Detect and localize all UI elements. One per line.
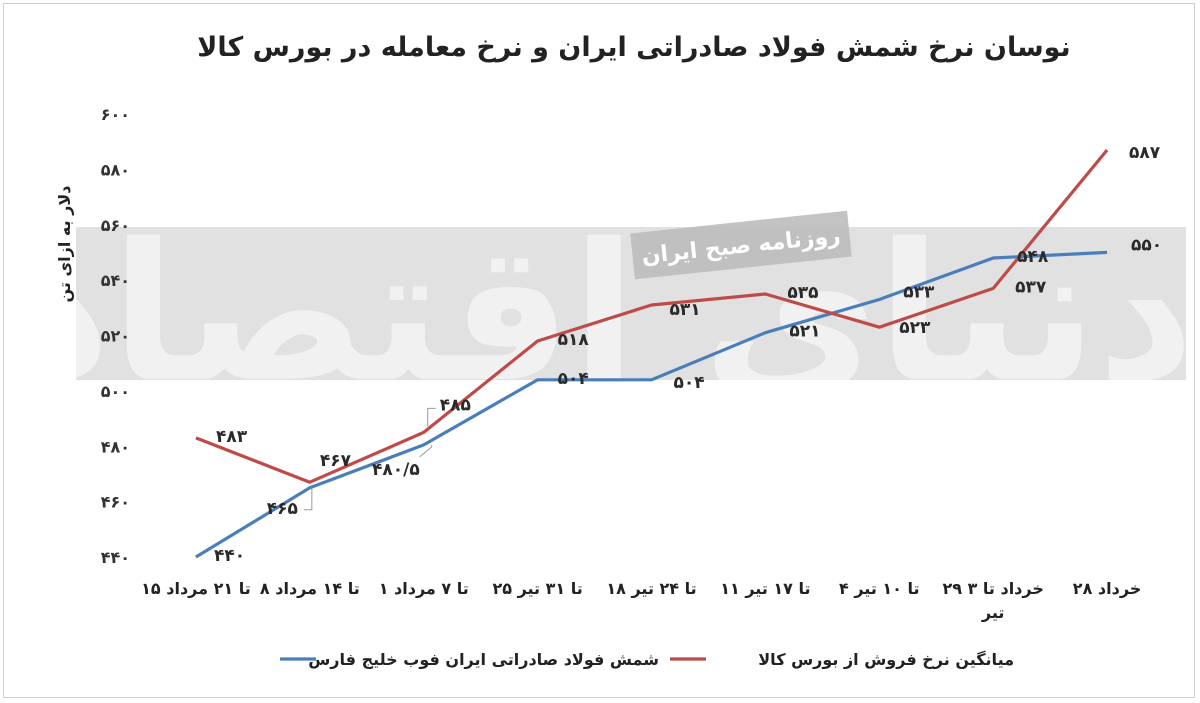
data-label: ۵۲۳ [899, 318, 931, 338]
y-axis-ticks: ۴۴۰ ۴۶۰ ۴۸۰ ۵۰۰ ۵۲۰ ۵۴۰ ۵۶۰ ۵۸۰ ۶۰۰ [101, 105, 130, 567]
data-label: ۵۸۷ [1129, 143, 1161, 163]
legend-entry: میانگین نرخ فروش از بورس کالا [758, 650, 1014, 669]
x-tick-label: ۲۸ خرداد [1073, 579, 1142, 598]
data-label: ۴۴۰ [214, 546, 245, 566]
y-tick-label: ۵۴۰ [101, 271, 130, 290]
data-label: ۴۸۵ [440, 395, 471, 415]
series-line-fob-export [195, 250, 1108, 559]
watermark-logo: دنیای اقتصاد [13, 203, 1194, 424]
data-label: ۵۰۴ [674, 373, 705, 393]
data-label: ۵۴۸ [1017, 247, 1049, 267]
chart-frame: دنیای اقتصاد روزنامه صبح ایران نوسان نرخ… [3, 3, 1195, 698]
y-tick-label: ۵۸۰ [101, 160, 130, 179]
y-tick-label: ۴۴۰ [101, 548, 130, 567]
x-tick-label: ۸ تا ۱۴ مرداد [260, 579, 360, 598]
y-tick-label: ۵۲۰ [101, 327, 130, 346]
label-leader-line [427, 407, 436, 427]
series-layer: ۵۵۰ ۵۴۸ ۵۳۳ ۵۲۱ ۵۰۴ ۵۰۴ ۴۸۰/۵ ۴۶۵ ۴۴۰ ۵۸۷ ۵۳۷ ۵۲۳ ۵۳… [195, 143, 1162, 566]
x-tick-label: ۴ تا ۱۰ تیر [839, 579, 920, 598]
data-label: ۵۱۸ [558, 330, 590, 350]
label-leader-line [303, 487, 313, 511]
watermark-badge-box [630, 210, 852, 280]
data-label: ۴۸۳ [216, 427, 248, 447]
legend: شمش فولاد صادراتی ایران فوب خلیج فارس میا… [280, 650, 1014, 669]
data-label: ۵۰۴ [558, 369, 589, 389]
watermark-band [76, 227, 1186, 380]
y-axis-label: دلار به ازای تن [55, 185, 74, 302]
legend-entry: شمش فولاد صادراتی ایران فوب خلیج فارس [308, 650, 659, 669]
x-tick-label: ۱۱ تا ۱۷ تیر [720, 579, 810, 598]
data-label: ۴۶۷ [320, 451, 352, 471]
x-tick-label: تیر [981, 603, 1005, 622]
y-tick-label: ۵۰۰ [101, 382, 130, 401]
data-label: ۴۸۰/۵ [372, 460, 420, 480]
x-tick-label: ۲۹ خرداد تا ۳ [942, 579, 1043, 598]
data-label: ۴۶۵ [267, 499, 298, 519]
chart-title: نوسان نرخ شمش فولاد صادراتی ایران و نرخ … [197, 32, 1070, 63]
label-leader-line [419, 444, 433, 458]
x-tick-label: ۲۵ تا ۳۱ تیر [492, 579, 582, 598]
y-tick-label: ۵۶۰ [101, 216, 130, 235]
data-label: ۵۳۳ [903, 283, 935, 303]
data-label: ۵۲۱ [789, 322, 820, 342]
x-tick-label: ۱۸ تا ۲۴ تیر [606, 579, 696, 598]
y-tick-label: ۴۶۰ [101, 493, 130, 512]
x-tick-label: ۱ تا ۷ مرداد [379, 579, 469, 598]
y-tick-label: ۴۸۰ [101, 437, 130, 456]
series-line-commodity-exchange [195, 148, 1109, 484]
data-label: ۵۵۰ [1131, 235, 1162, 255]
line-chart: دنیای اقتصاد روزنامه صبح ایران نوسان نرخ… [13, 32, 1194, 669]
x-tick-label: ۱۵ تا ۲۱ مرداد [141, 579, 251, 598]
data-label: ۵۳۷ [1015, 277, 1047, 297]
watermark: دنیای اقتصاد روزنامه صبح ایران [13, 203, 1194, 424]
data-label: ۵۳۱ [670, 300, 701, 320]
y-tick-label: ۶۰۰ [101, 105, 130, 124]
data-label: ۵۳۵ [787, 283, 818, 303]
x-axis-ticks: ۲۸ خرداد ۲۹ خرداد تا ۳ تیر ۴ تا ۱۰ تیر ۱۱ تا… [141, 579, 1141, 622]
